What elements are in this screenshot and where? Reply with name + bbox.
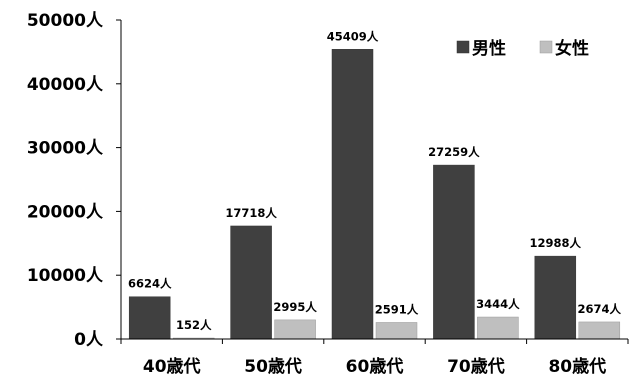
y-axis: 0人 10000人 20000人 30000人 40000人 50000人: [27, 11, 122, 350]
data-label: 2591人: [375, 302, 419, 316]
bar-male: [230, 225, 272, 340]
data-label: 6624人: [128, 277, 172, 291]
bar-male: [433, 164, 475, 340]
bar-female: [274, 319, 316, 340]
x-tick-label: 80歳代: [548, 356, 606, 377]
data-label: 3444人: [476, 297, 520, 311]
data-label: 2995人: [273, 300, 317, 314]
bar-female: [375, 322, 418, 340]
legend: 男性 女性: [456, 38, 589, 59]
x-tick-label: 40歳代: [143, 356, 201, 377]
data-label: 2674人: [578, 302, 622, 316]
x-axis: 40歳代 50歳代 60歳代 70歳代 80歳代: [120, 338, 629, 377]
legend-label: 男性: [472, 38, 506, 59]
bar-female: [578, 321, 621, 340]
bar-female: [477, 316, 519, 340]
y-tick-label: 0人: [74, 330, 104, 350]
y-tick-label: 50000人: [27, 11, 104, 31]
bars: 6624人 152人 17718人 2995人 45409人 2591人 27259人 344…: [128, 29, 622, 340]
y-tick-label: 20000人: [27, 202, 104, 222]
data-label: 17718人: [225, 206, 277, 220]
data-label: 152人: [176, 318, 212, 332]
legend-swatch: [539, 40, 553, 54]
data-label: 45409人: [327, 29, 379, 43]
y-tick-label: 40000人: [27, 75, 104, 95]
bar-male: [331, 49, 374, 340]
bar-male: [128, 296, 171, 340]
x-tick-label: 60歳代: [346, 356, 404, 377]
data-label: 12988人: [530, 236, 582, 250]
x-tick-label: 50歳代: [244, 356, 302, 377]
x-tick-label: 70歳代: [447, 356, 505, 377]
data-label: 27259人: [428, 145, 480, 159]
legend-label: 女性: [555, 38, 589, 59]
bar-male: [534, 255, 577, 340]
y-tick-label: 30000人: [27, 139, 104, 159]
y-tick-label: 10000人: [27, 266, 104, 286]
legend-swatch: [456, 40, 470, 54]
